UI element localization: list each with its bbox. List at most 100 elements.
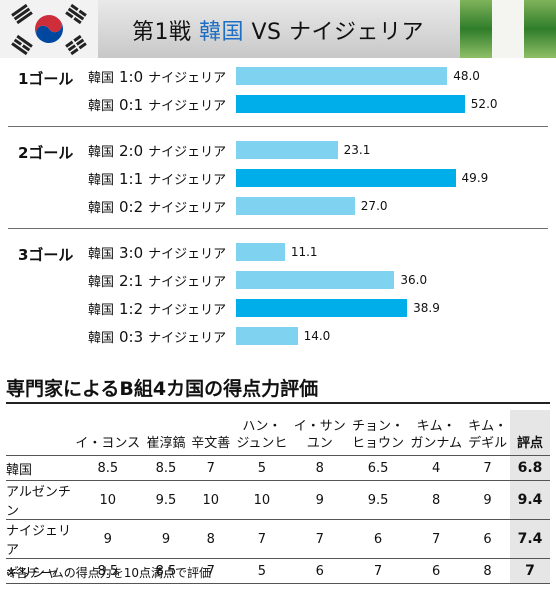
score-cell: 9	[72, 519, 144, 559]
title-underline	[6, 402, 550, 404]
score-cell: 9	[143, 519, 189, 559]
score-label: 1:2	[119, 300, 144, 318]
score-row-label: 韓国 0:1 ナイジェリア	[88, 95, 226, 114]
korea-label: 韓国	[88, 275, 115, 290]
score-row-label: 韓国 2:1 ナイジェリア	[88, 271, 226, 290]
score-row-label: 韓国 1:1 ナイジェリア	[88, 169, 226, 188]
score-cell: 8	[465, 558, 510, 584]
table-row: 韓国 8.5 8.5 7 5 8 6.5 4 7 6.8	[6, 455, 550, 481]
nigeria-label: ナイジェリア	[148, 173, 227, 188]
bar-value-label: 14.0	[303, 329, 331, 343]
korea-label: 韓国	[88, 247, 115, 262]
rating-column-header: 評点	[510, 410, 550, 456]
score-cell: 4	[407, 455, 466, 481]
page-title: 第1戦 韓国 VS ナイジェリア	[131, 20, 425, 45]
team-name-cell: 韓国	[6, 455, 72, 481]
bar-value-label: 48.0	[453, 69, 480, 83]
rating-cell: 7	[510, 558, 550, 584]
score-row-label: 韓国 1:2 ナイジェリア	[88, 299, 226, 318]
score-label: 2:1	[119, 272, 144, 290]
column-header: チョン・ ヒョウン	[352, 419, 405, 451]
nigeria-flag	[460, 0, 556, 58]
score-cell: 7	[188, 455, 234, 481]
bar-value-label: 38.9	[413, 301, 440, 315]
column-header: ハン・ ジュンヒ	[236, 419, 288, 451]
column-header: 辛文善	[191, 436, 231, 451]
header-banner: 第1戦 韓国 VS ナイジェリア	[0, 0, 556, 58]
bar-value-label: 27.0	[360, 199, 388, 213]
nigeria-label: ナイジェリア	[148, 331, 227, 346]
probability-bar	[236, 197, 355, 215]
column-header: イ・サン ユン	[293, 419, 346, 451]
score-probability-bar-chart: 1ゴール 韓国 1:0 ナイジェリア 48.0 韓国 0:1 ナイジェリア 52.0 2ゴール 韓国…	[0, 58, 556, 368]
score-cell: 8	[290, 455, 349, 481]
score-cell: 8.5	[143, 558, 189, 584]
expert-rating-section: 専門家によるB組4カ国の得点力評価 イ・ヨンス 崔淳鎬 辛文善 ハン・ ジュンヒ …	[0, 370, 556, 600]
score-cell: 7	[290, 519, 349, 559]
score-cell: 7	[407, 519, 466, 559]
score-cell: 8	[407, 480, 466, 520]
score-cell: 8.5	[72, 558, 144, 584]
nigeria-label: ナイジェリア	[148, 201, 227, 216]
probability-bar	[236, 67, 448, 85]
goal-group-label: 1ゴール	[18, 70, 74, 88]
probability-bar	[236, 243, 285, 261]
score-cell: 8.5	[72, 455, 144, 481]
probability-bar	[236, 299, 408, 317]
column-header: キム・ デギル	[468, 419, 508, 451]
nigeria-label: ナイジェリア	[148, 303, 227, 318]
nigeria-label: ナイジェリア	[148, 145, 227, 160]
score-cell: 6	[348, 519, 408, 559]
score-label: 0:2	[119, 198, 144, 216]
column-header: イ・ヨンス	[75, 436, 141, 451]
score-cell: 6	[465, 519, 510, 559]
nigeria-label: ナイジェリア	[148, 71, 227, 86]
score-cell: 6	[407, 558, 466, 584]
score-cell: 7	[188, 558, 234, 584]
rating-cell: 7.4	[510, 519, 550, 559]
score-cell: 8.5	[143, 455, 189, 481]
score-cell: 9.5	[143, 480, 189, 520]
footnote: ※各チームの得点力を10点満点で評価	[6, 566, 211, 580]
probability-bar	[236, 327, 298, 345]
bar-value-label: 23.1	[343, 143, 371, 157]
korea-label: 韓国	[88, 173, 115, 188]
team-name-cell: ギリシャ	[6, 558, 72, 584]
score-cell: 10	[72, 480, 144, 520]
score-row-label: 韓国 0:3 ナイジェリア	[88, 327, 226, 346]
column-header: キム・ ガンナム	[410, 419, 462, 451]
rating-table-title: 専門家によるB組4カ国の得点力評価	[6, 378, 319, 400]
nigeria-label: ナイジェリア	[148, 99, 227, 114]
nigeria-label: ナイジェリア	[148, 275, 227, 290]
table-row: ナイジェリア 9 9 8 7 7 6 7 6 7.4	[6, 519, 550, 559]
score-label: 1:0	[119, 68, 144, 86]
bar-value-label: 49.9	[461, 171, 489, 185]
score-cell: 8	[188, 519, 234, 559]
score-cell: 7	[348, 558, 408, 584]
group-divider	[8, 126, 548, 127]
rating-cell: 6.8	[510, 455, 550, 481]
score-cell: 10	[188, 480, 234, 520]
korea-label: 韓国	[88, 99, 115, 114]
score-cell: 9.5	[348, 480, 408, 520]
team-name-cell: アルゼンチン	[6, 480, 72, 520]
korea-label: 韓国	[88, 331, 115, 346]
score-cell: 6	[290, 558, 349, 584]
korea-label: 韓国	[88, 71, 115, 86]
table-row: ギリシャ 8.5 8.5 7 5 6 7 6 8 7	[6, 558, 550, 584]
team-name-cell: ナイジェリア	[6, 519, 72, 559]
probability-bar	[236, 141, 338, 159]
score-cell: 6.5	[348, 455, 408, 481]
score-cell: 7	[465, 455, 510, 481]
team-column-header	[6, 410, 72, 456]
probability-bar	[236, 95, 465, 113]
table-row: アルゼンチン 10 9.5 10 10 9 9.5 8 9 9.4	[6, 480, 550, 520]
score-cell: 10	[233, 480, 291, 520]
score-label: 3:0	[119, 244, 144, 262]
score-row-label: 韓国 1:0 ナイジェリア	[88, 67, 226, 86]
score-row-label: 韓国 2:0 ナイジェリア	[88, 141, 226, 160]
column-header: 崔淳鎬	[146, 436, 186, 451]
score-cell: 9	[465, 480, 510, 520]
korea-label: 韓国	[88, 145, 115, 160]
score-cell: 9	[290, 480, 349, 520]
